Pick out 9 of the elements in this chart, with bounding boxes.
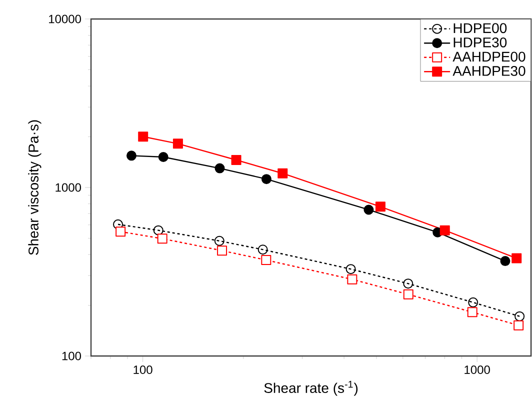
legend-label: AAHDPE00 — [452, 52, 526, 62]
legend-label: AAHDPE30 — [452, 66, 526, 76]
x-axis-title: Shear rate (s$^{-1}$) — [264, 380, 358, 396]
y-tick-label: 1000 — [56, 183, 82, 192]
y-axis-title: Shear viscosity (Pa·s) — [28, 120, 42, 255]
legend-label: HDPE30 — [454, 37, 507, 48]
legend-label: HDPE00 — [454, 23, 507, 34]
y-tick-label: 10000 — [49, 14, 82, 24]
y-tick-label: 100 — [62, 352, 82, 360]
